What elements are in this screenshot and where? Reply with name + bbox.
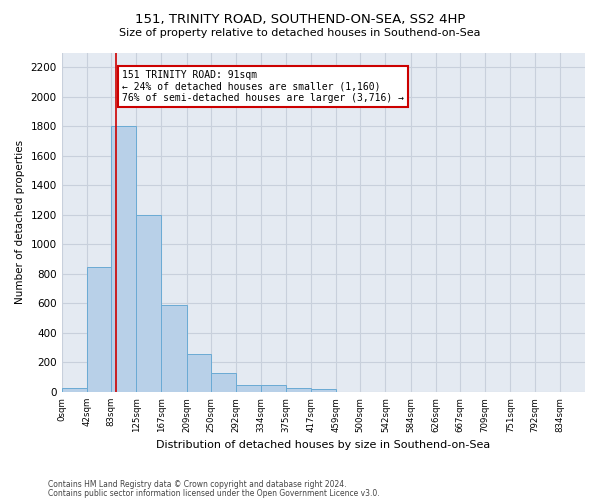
Bar	[261, 386, 286, 392]
Bar	[286, 388, 311, 392]
Text: Contains HM Land Registry data © Crown copyright and database right 2024.: Contains HM Land Registry data © Crown c…	[48, 480, 347, 489]
Bar	[62, 388, 87, 392]
Text: Contains public sector information licensed under the Open Government Licence v3: Contains public sector information licen…	[48, 489, 380, 498]
Y-axis label: Number of detached properties: Number of detached properties	[15, 140, 25, 304]
Bar	[211, 374, 236, 392]
Bar	[87, 267, 111, 392]
X-axis label: Distribution of detached houses by size in Southend-on-Sea: Distribution of detached houses by size …	[156, 440, 490, 450]
Text: Size of property relative to detached houses in Southend-on-Sea: Size of property relative to detached ho…	[119, 28, 481, 38]
Text: 151 TRINITY ROAD: 91sqm
← 24% of detached houses are smaller (1,160)
76% of semi: 151 TRINITY ROAD: 91sqm ← 24% of detache…	[122, 70, 404, 103]
Bar	[236, 384, 261, 392]
Bar	[311, 389, 336, 392]
Bar	[136, 215, 161, 392]
Bar	[187, 354, 211, 392]
Bar	[161, 305, 187, 392]
Text: 151, TRINITY ROAD, SOUTHEND-ON-SEA, SS2 4HP: 151, TRINITY ROAD, SOUTHEND-ON-SEA, SS2 …	[135, 12, 465, 26]
Bar	[111, 126, 136, 392]
